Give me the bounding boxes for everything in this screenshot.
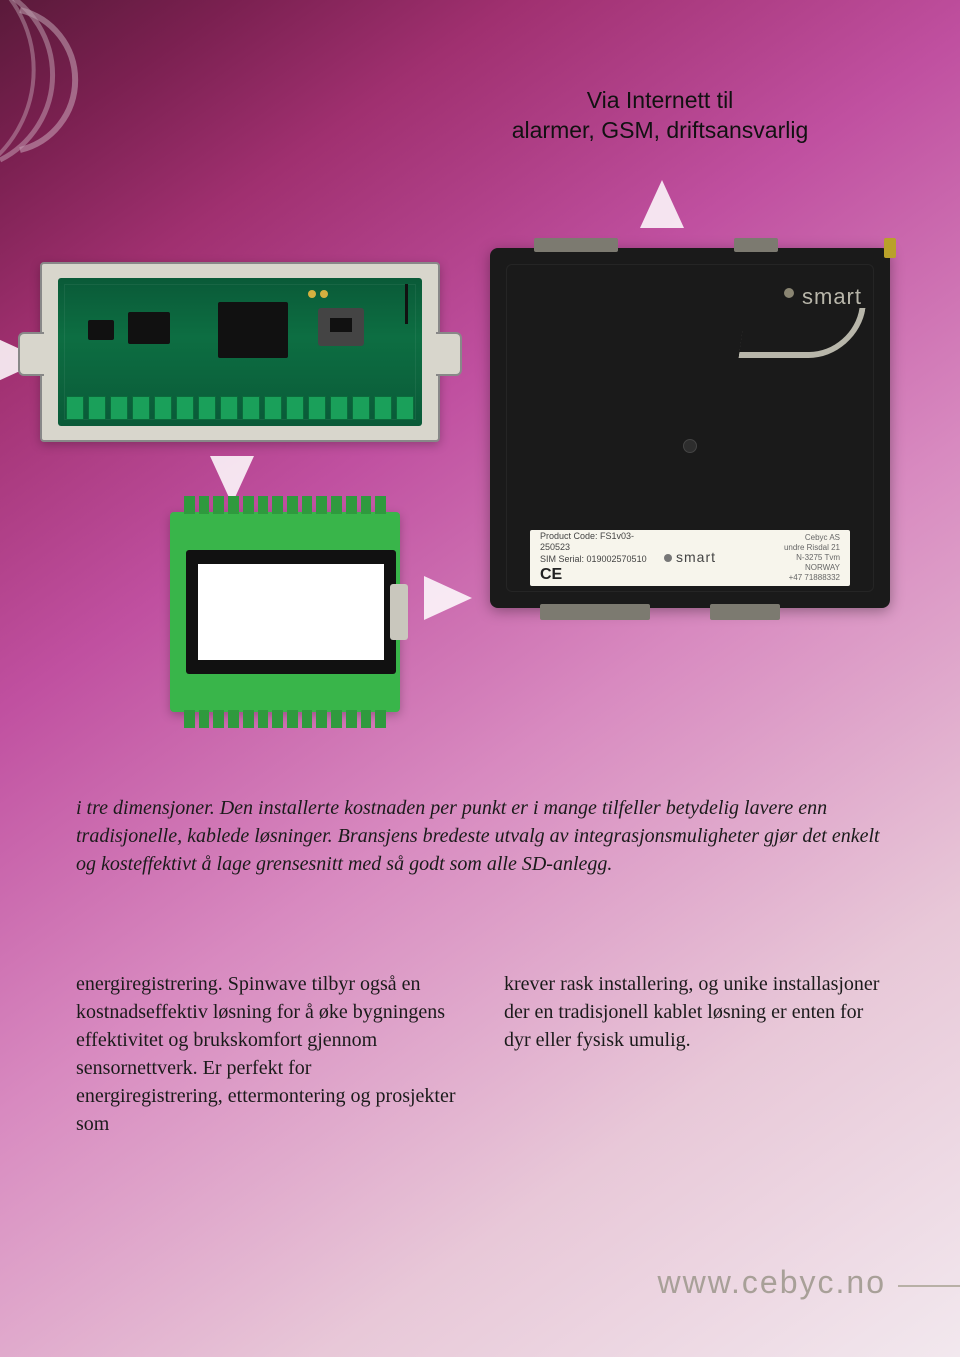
sticker-brand: smart [676,549,716,565]
sticker-addr3: N-3275 Tvm [726,553,840,563]
arrow-up-icon [640,180,684,228]
sticker-product: Product Code: FS1v03-250523 [540,531,654,554]
device-sticker: Product Code: FS1v03-250523 SIM Serial: … [530,530,850,586]
logo-swoosh-icon [738,308,865,358]
footer-url: www.cebyc.no [657,1264,886,1301]
logo-dot-icon [784,288,794,298]
page: Via Internett til alarmer, GSM, driftsan… [0,0,960,1357]
top-caption: Via Internett til alarmer, GSM, driftsan… [470,86,850,146]
top-caption-line2: alarmer, GSM, driftsansvarlig [512,117,809,143]
terminal-row [66,396,414,420]
io-label-plate [198,564,384,660]
column-left: energiregistrering. Spinwave tilbyr også… [76,970,458,1138]
device-io-module [170,512,400,712]
sticker-addr4: NORWAY [726,563,840,573]
dsub-connector-icon [390,584,408,640]
ce-mark: CE [540,565,654,585]
body-columns: energiregistrering. Spinwave tilbyr også… [76,970,886,1138]
sticker-addr1: Cebyc AS [726,533,840,543]
device-circuit-board [40,262,440,442]
column-right: krever rask installering, og unike insta… [504,970,886,1138]
signal-arcs-icon [0,0,120,200]
center-screw-icon [683,439,697,453]
pcb-surface [58,278,422,426]
device-smart-modem: smart Product Code: FS1v03-250523 SIM Se… [490,248,890,608]
intro-paragraph: i tre dimensjoner. Den installerte kostn… [76,794,886,878]
ethernet-port-icon [318,308,364,346]
top-caption-line1: Via Internett til [587,87,734,113]
arrow-right-icon [424,576,472,620]
device-logo-text: smart [802,284,862,310]
antenna-icon [884,238,896,258]
sticker-addr2: undre Risdal 21 [726,543,840,553]
sticker-addr5: +47 71888332 [726,573,840,583]
sticker-sim: SIM Serial: 019002570510 [540,554,654,565]
footer-rule [898,1285,960,1287]
